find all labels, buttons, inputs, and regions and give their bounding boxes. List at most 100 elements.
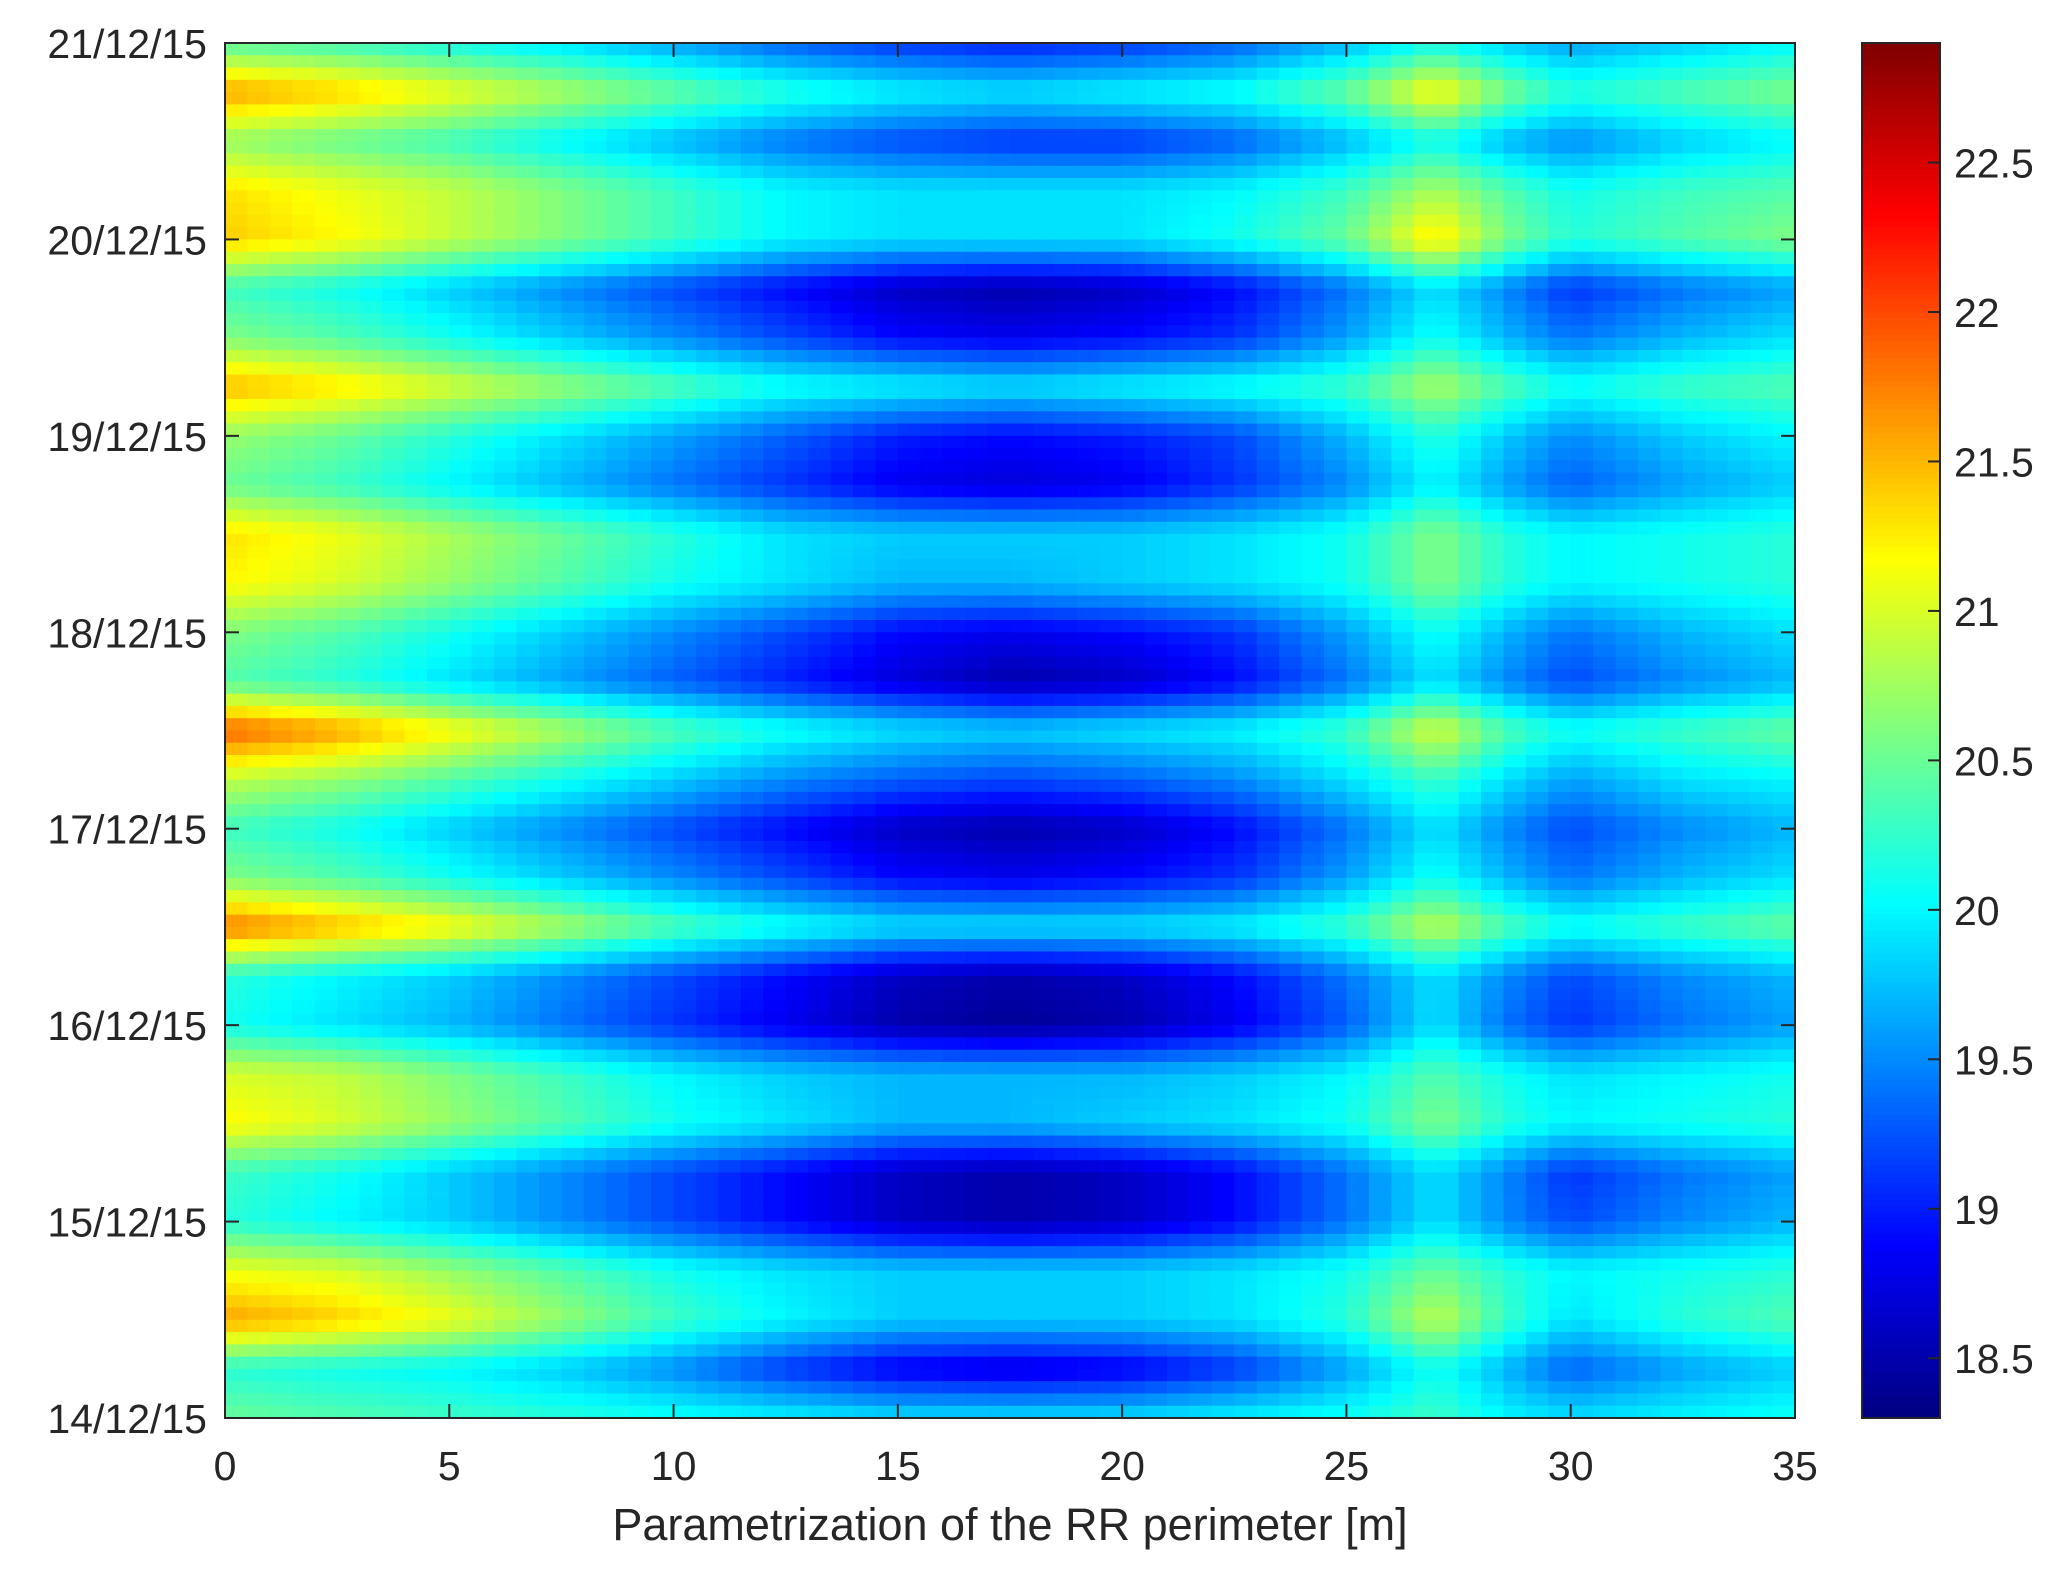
heatmap-cell xyxy=(1189,644,1213,658)
heatmap-cell xyxy=(628,190,652,204)
heatmap-cell xyxy=(1436,43,1460,56)
heatmap-cell xyxy=(1548,607,1572,621)
heatmap-cell xyxy=(225,313,249,326)
heatmap-cell xyxy=(1750,828,1774,842)
heatmap-cell xyxy=(1660,386,1684,400)
heatmap-cell xyxy=(1368,583,1392,597)
heatmap-cell xyxy=(337,435,361,449)
heatmap-cell xyxy=(516,767,540,781)
heatmap-cell xyxy=(292,92,316,105)
heatmap-cell xyxy=(1144,828,1168,842)
heatmap-cell xyxy=(269,521,293,535)
heatmap-cell xyxy=(1122,116,1146,130)
heatmap-cell xyxy=(1167,79,1191,93)
heatmap-cell xyxy=(1481,313,1505,326)
heatmap-cell xyxy=(1346,840,1370,854)
heatmap-cell xyxy=(965,656,989,670)
heatmap-cell xyxy=(1750,718,1774,732)
heatmap-cell xyxy=(494,534,518,547)
heatmap-cell xyxy=(1503,227,1527,241)
heatmap-cell xyxy=(965,116,989,130)
heatmap-cell xyxy=(471,546,495,560)
heatmap-cell xyxy=(1368,558,1392,572)
heatmap-cell xyxy=(1368,472,1392,486)
heatmap-cell xyxy=(1189,263,1213,277)
heatmap-cell xyxy=(1682,607,1706,621)
heatmap-cell xyxy=(426,595,450,609)
heatmap-cell xyxy=(651,399,675,412)
heatmap-cell xyxy=(583,546,607,560)
heatmap-cell xyxy=(1772,43,1796,56)
heatmap-cell xyxy=(516,644,540,658)
heatmap-cell xyxy=(1503,337,1527,351)
heatmap-cell xyxy=(696,570,720,584)
heatmap-cell xyxy=(561,877,585,891)
heatmap-cell xyxy=(1301,263,1325,277)
heatmap-cell xyxy=(494,656,518,670)
heatmap-cell xyxy=(561,890,585,903)
heatmap-cell xyxy=(1122,693,1146,707)
heatmap-cell xyxy=(1010,595,1034,609)
heatmap-cell xyxy=(1346,263,1370,277)
heatmap-cell xyxy=(1503,313,1527,326)
heatmap-cell xyxy=(1189,890,1213,903)
heatmap-cell xyxy=(1189,399,1213,412)
heatmap-cell xyxy=(1615,92,1639,105)
heatmap-cell xyxy=(337,67,361,81)
heatmap-cell xyxy=(1010,399,1034,412)
heatmap-cell xyxy=(1032,484,1056,498)
heatmap-cell xyxy=(1772,251,1796,265)
heatmap-cell xyxy=(1346,472,1370,486)
heatmap-cell xyxy=(1234,484,1258,498)
heatmap-cell xyxy=(292,67,316,81)
heatmap-cell xyxy=(920,484,944,498)
heatmap-cell xyxy=(1144,620,1168,633)
heatmap-cell xyxy=(225,607,249,621)
heatmap-cell xyxy=(785,92,809,105)
heatmap-cell xyxy=(1750,497,1774,511)
heatmap-cell xyxy=(516,730,540,744)
heatmap-cell xyxy=(1077,239,1101,253)
heatmap-cell xyxy=(718,300,742,314)
heatmap-cell xyxy=(1010,877,1034,891)
heatmap-cell xyxy=(897,227,921,241)
heatmap-cell xyxy=(853,742,877,756)
heatmap-cell xyxy=(1525,767,1549,781)
heatmap-cell xyxy=(1211,853,1235,867)
heatmap-cell xyxy=(247,141,271,155)
heatmap-cell xyxy=(1503,79,1527,93)
heatmap-cell xyxy=(1301,767,1325,781)
heatmap-cell xyxy=(1503,116,1527,130)
heatmap-cell xyxy=(875,816,899,830)
heatmap-cell xyxy=(404,484,428,498)
heatmap-cell xyxy=(1570,644,1594,658)
heatmap-cell xyxy=(1301,386,1325,400)
heatmap-cell xyxy=(1503,509,1527,523)
heatmap-cell xyxy=(404,632,428,646)
heatmap-cell xyxy=(1570,570,1594,584)
heatmap-cell xyxy=(516,263,540,277)
heatmap-cell xyxy=(426,620,450,633)
heatmap-cell xyxy=(314,399,338,412)
heatmap-cell xyxy=(785,902,809,916)
heatmap-cell xyxy=(516,902,540,916)
heatmap-cell xyxy=(247,460,271,474)
heatmap-cell xyxy=(1099,460,1123,474)
heatmap-cell xyxy=(471,104,495,118)
heatmap-cell xyxy=(740,239,764,253)
heatmap-cell xyxy=(1660,644,1684,658)
heatmap-cell xyxy=(718,705,742,719)
heatmap-cell xyxy=(1638,828,1662,842)
heatmap-cell xyxy=(1010,816,1034,830)
heatmap-cell xyxy=(808,300,832,314)
heatmap-cell xyxy=(471,767,495,781)
heatmap-cell xyxy=(808,448,832,462)
heatmap-cell xyxy=(920,902,944,916)
heatmap-cell xyxy=(853,779,877,793)
heatmap-cell xyxy=(1615,300,1639,314)
heatmap-cell xyxy=(359,767,383,781)
heatmap-cell xyxy=(516,178,540,191)
heatmap-cell xyxy=(808,828,832,842)
heatmap-cell xyxy=(494,448,518,462)
heatmap-cell xyxy=(1256,865,1280,879)
